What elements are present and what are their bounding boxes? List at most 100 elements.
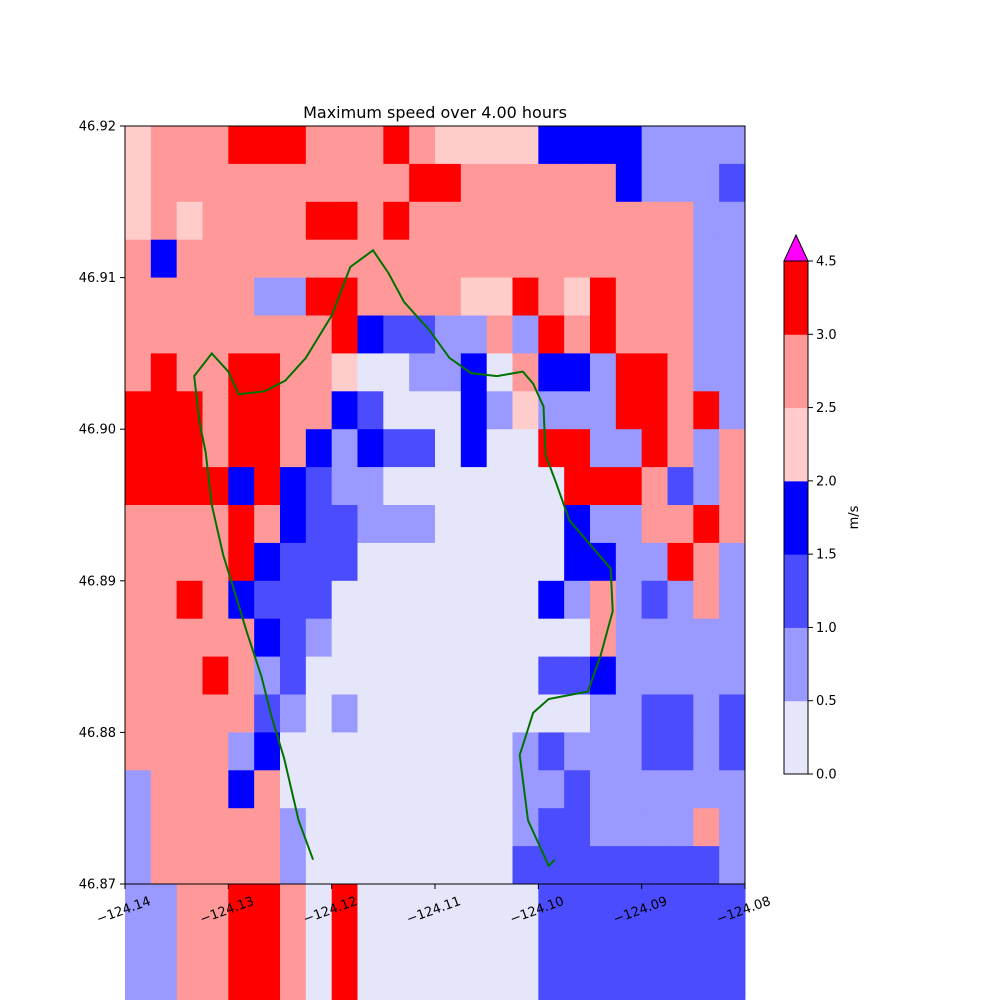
heatmap-cell <box>486 429 513 468</box>
heatmap-cell <box>641 846 668 885</box>
colorbar-label: m/s <box>847 505 862 529</box>
heatmap-cell <box>202 770 229 809</box>
heatmap-cell <box>176 542 203 582</box>
heatmap-cell <box>590 808 617 847</box>
heatmap-cell <box>176 618 203 657</box>
heatmap-cell <box>667 429 694 468</box>
heatmap-cell <box>331 694 358 733</box>
heatmap-cell <box>280 656 307 695</box>
heatmap-cell <box>357 277 384 316</box>
heatmap-cell <box>486 846 513 885</box>
heatmap-cell <box>538 315 565 354</box>
heatmap-cell <box>383 126 410 165</box>
heatmap-cell <box>435 353 462 392</box>
heatmap-cell <box>409 808 436 847</box>
heatmap-cell <box>254 429 281 468</box>
heatmap-cell <box>719 808 746 847</box>
heatmap-cell <box>486 353 513 392</box>
heatmap-cell <box>254 277 281 316</box>
heatmap-cell <box>254 846 281 885</box>
heatmap-cell <box>409 542 436 582</box>
heatmap-cell <box>125 770 152 809</box>
heatmap-cell <box>305 542 333 582</box>
heatmap-cell <box>150 239 178 278</box>
heatmap-cell <box>693 618 720 657</box>
heatmap-cell <box>460 391 488 430</box>
heatmap-cell <box>125 542 152 582</box>
heatmap-cell <box>641 163 668 203</box>
heatmap-cell <box>305 467 333 506</box>
heatmap-cell <box>693 732 720 771</box>
heatmap-cell <box>719 770 746 809</box>
heatmap-cell <box>512 808 539 847</box>
heatmap-cell <box>305 353 333 392</box>
heatmap-cell <box>460 467 488 506</box>
heatmap-cell <box>357 391 384 430</box>
heatmap-cell <box>615 163 643 203</box>
heatmap-cell <box>512 846 539 885</box>
chart-title: Maximum speed over 4.00 hours <box>303 103 567 122</box>
heatmap-cell <box>202 580 229 620</box>
heatmap-cell <box>383 694 410 733</box>
heatmap-cell <box>331 163 358 203</box>
heatmap-cell <box>228 656 255 695</box>
heatmap-cell <box>383 808 410 847</box>
heatmap-cell <box>305 732 333 771</box>
heatmap-cell <box>357 315 384 354</box>
heatmap-cell <box>357 770 384 809</box>
heatmap-cell <box>176 315 203 354</box>
heatmap-cell <box>460 277 488 316</box>
heatmap-cell <box>125 353 152 392</box>
heatmap-cell <box>305 239 333 278</box>
heatmap-cell <box>460 542 488 582</box>
heatmap-cell <box>150 884 178 1000</box>
heatmap-cell <box>357 846 384 885</box>
heatmap-cell <box>125 163 152 203</box>
heatmap-cell <box>460 315 488 354</box>
heatmap-cell <box>357 201 384 241</box>
heatmap-cell <box>435 505 462 544</box>
heatmap-cell <box>331 846 358 885</box>
heatmap-cell <box>719 542 746 582</box>
heatmap-cell <box>228 884 255 1000</box>
heatmap-cell <box>357 429 384 468</box>
heatmap-cell <box>719 315 746 354</box>
heatmap-cell <box>667 315 694 354</box>
heatmap-cell <box>383 163 410 203</box>
heatmap-cell <box>383 732 410 771</box>
heatmap-cell <box>280 770 307 809</box>
heatmap-cell <box>228 808 255 847</box>
heatmap-cell <box>667 505 694 544</box>
heatmap-cell <box>125 315 152 354</box>
heatmap-cell <box>409 467 436 506</box>
heatmap-cell <box>280 429 307 468</box>
heatmap-cell <box>512 467 539 506</box>
heatmap-cell <box>280 391 307 430</box>
heatmap-cell <box>125 884 152 1000</box>
heatmap-cell <box>409 884 436 1000</box>
heatmap-cell <box>125 846 152 885</box>
heatmap-cell <box>538 353 565 392</box>
heatmap-cell <box>125 391 152 430</box>
heatmap-cell <box>125 126 152 165</box>
heatmap-cell <box>150 846 178 885</box>
heatmap-cell <box>228 353 255 392</box>
heatmap-cell <box>615 505 643 544</box>
heatmap-cell <box>176 732 203 771</box>
heatmap-cell <box>564 656 591 695</box>
heatmap-cell <box>719 694 746 733</box>
heatmap-cell <box>383 770 410 809</box>
heatmap-cell <box>590 884 617 1000</box>
heatmap-cell <box>460 505 488 544</box>
heatmap-cell <box>486 542 513 582</box>
heatmap-cell <box>667 732 694 771</box>
heatmap-cell <box>383 580 410 620</box>
heatmap-cell <box>460 732 488 771</box>
heatmap-cell <box>176 467 203 506</box>
heatmap-cell <box>615 353 643 392</box>
heatmap-cell <box>305 391 333 430</box>
heatmap-cell <box>280 126 307 165</box>
heatmap-cell <box>615 884 643 1000</box>
heatmap-cell <box>615 467 643 506</box>
heatmap-cell <box>357 542 384 582</box>
